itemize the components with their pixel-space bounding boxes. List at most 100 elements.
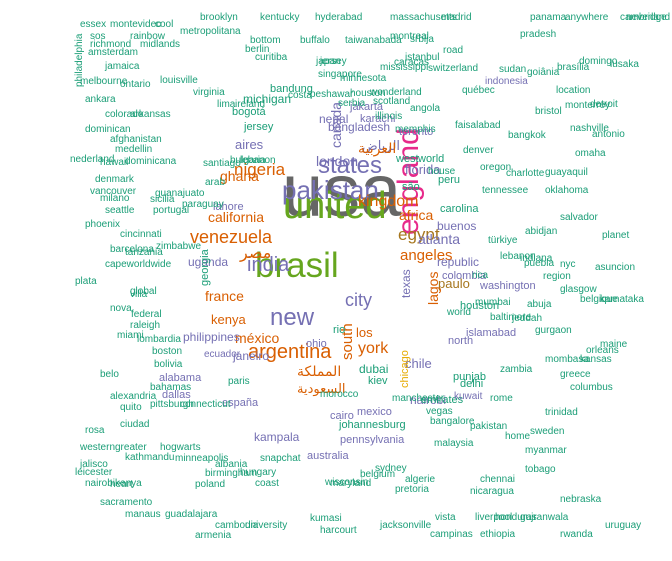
word-university: university <box>245 520 288 531</box>
word-albania: albania <box>215 459 248 470</box>
word-mississippi: mississippi <box>380 62 429 73</box>
word-rwanda: rwanda <box>560 529 593 540</box>
word-asuncion: asuncion <box>595 262 636 273</box>
word-richmond: richmond <box>90 39 132 50</box>
word-lebanon: lebanon <box>240 155 276 166</box>
word-paraguay: paraguay <box>182 199 224 210</box>
word-angola: angola <box>410 103 441 114</box>
word-bristol: bristol <box>535 106 562 117</box>
word-states: states <box>318 152 383 179</box>
word-hogwarts: hogwarts <box>160 442 201 453</box>
word-india: india <box>247 254 290 276</box>
word-heart: heart <box>110 479 133 490</box>
word-s-o: são <box>402 181 420 193</box>
word-liverpool: liverpool <box>475 512 513 523</box>
word-portugal: portugal <box>153 205 190 216</box>
word-janeiro: janeiro <box>233 349 270 363</box>
word-brooklyn: brooklyn <box>200 12 238 23</box>
word-kentucky: kentucky <box>260 12 300 23</box>
word-venezuela: venezuela <box>190 227 273 247</box>
word-cincinnati: cincinnati <box>120 229 162 240</box>
word-west: west <box>396 153 419 165</box>
word-gujranwala: gujranwala <box>520 512 569 523</box>
word-pennsylvania: pennsylvania <box>340 434 405 446</box>
word-city: city <box>345 290 372 310</box>
word-kumasi: kumasi <box>310 513 342 524</box>
word-oregon: oregon <box>480 162 512 173</box>
word-paris: paris <box>228 376 250 387</box>
word-peru: peru <box>438 174 461 186</box>
word-algerie: algerie <box>405 474 436 485</box>
word-jersey: jersey <box>244 121 274 133</box>
word-hungary: hungary <box>240 467 277 478</box>
word-sicilia: sicilia <box>150 194 175 205</box>
word-lombardia: lombardia <box>137 334 181 345</box>
word-milano: milano <box>100 193 130 204</box>
word-connecticut: connecticut <box>180 399 231 410</box>
word-toronto: toronto <box>399 126 434 138</box>
word-guadalajara: guadalajara <box>165 509 218 520</box>
word-gurgaon: gurgaon <box>535 325 572 336</box>
word-tobago: tobago <box>525 464 556 475</box>
word-medellin: medellin <box>115 144 153 155</box>
word-federal: federal <box>131 309 162 320</box>
word-ciudad: ciudad <box>120 419 150 430</box>
word-nairobikenya: nairobikenya <box>85 478 142 489</box>
word-rosa: rosa <box>85 425 105 436</box>
word-seattle: seattle <box>105 205 135 216</box>
word-kiev: kiev <box>368 375 388 387</box>
word-kansas: kansas <box>580 354 612 365</box>
word-vista: vista <box>435 512 456 523</box>
word-illinois: illinois <box>375 111 403 122</box>
word-melbourne: melbourne <box>80 76 128 87</box>
word-bangalore: bangalore <box>430 416 475 427</box>
word-western: western <box>80 442 116 453</box>
word-tennessee: tennessee <box>482 185 529 196</box>
word-ecuador: ecuador <box>204 349 241 360</box>
word-sydney: sydney <box>375 463 407 474</box>
word-indonesia: indonesia <box>485 76 528 87</box>
word-paulo: paulo <box>438 276 470 291</box>
word-belo: belo <box>100 369 119 380</box>
word-republic: republic <box>437 255 480 269</box>
word-baltimore: baltimore <box>490 312 532 323</box>
word-capeworldwide: capeworldwide <box>105 259 172 270</box>
word-home: home <box>505 431 531 442</box>
word-georgia: georgia <box>199 249 211 286</box>
word-africa: africa <box>399 207 434 223</box>
word-orleans: orleans <box>586 345 619 356</box>
word-pakistan: pakistan <box>282 175 379 205</box>
word-wonderland: wonderland <box>370 87 422 98</box>
word-lima: lima <box>217 99 236 110</box>
word-poland: poland <box>195 479 226 490</box>
word-nova: nova <box>110 303 132 314</box>
word-bahamas: bahamas <box>150 382 192 393</box>
word-essex: essex <box>80 19 107 30</box>
word-ghana: ghana <box>220 168 259 184</box>
word-ontario: ontario <box>120 79 151 90</box>
word-arab: arab <box>205 177 226 188</box>
word-philippines: philippines <box>183 330 240 344</box>
word-salvador: salvador <box>560 212 598 223</box>
word-bolivia: bolivia <box>154 359 183 370</box>
word-memphis: memphis <box>395 124 436 135</box>
word-manchester: manchester <box>392 393 445 404</box>
word-lebanon: lebanon <box>500 251 536 262</box>
word-los: los <box>356 325 373 340</box>
word-lagos: lagos <box>425 271 441 305</box>
word-neverland: neverland <box>626 12 670 23</box>
word-nashville: nashville <box>570 123 609 134</box>
word-japan: japan <box>316 56 341 67</box>
word-lusaka: lusaka <box>610 59 639 70</box>
word-ohio: ohio <box>306 338 327 350</box>
word-goi-nia: goiânia <box>527 67 560 78</box>
word-singapore: singapore <box>318 69 362 80</box>
word-region: region <box>543 271 571 282</box>
word-trinidad: trinidad <box>545 407 578 418</box>
word-rio: rio <box>333 324 346 336</box>
word-cambridge: cambridge <box>620 12 667 23</box>
word-berlin: berlin <box>245 44 270 55</box>
word-bangkok: bangkok <box>508 130 546 141</box>
word-buenos: buenos <box>437 219 477 233</box>
word-jamaica: jamaica <box>105 61 140 72</box>
